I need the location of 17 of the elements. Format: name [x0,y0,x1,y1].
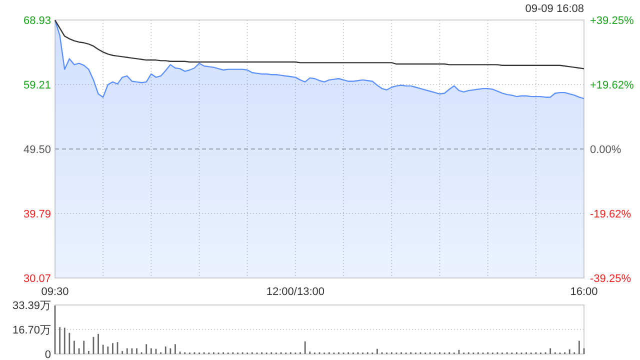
y-tick-label: 30.07 [23,272,51,285]
y-tick-label: 49.50 [23,144,51,156]
y2-tick-label: 0.00% [590,144,622,156]
y-tick-label: 68.93 [23,14,51,27]
y2-tick-label: -39.25% [590,272,632,285]
y-tick-label: 16.70万 [12,324,51,336]
x-tick-label: 16:00 [570,286,598,298]
x-tick-label: 12:00/13:00 [266,286,325,298]
y2-tick-label: +19.62% [590,79,634,92]
y-tick-label: 33.39万 [12,300,51,312]
text: 09-09 16:08 [525,3,584,15]
y-tick-label: 0 [44,348,51,360]
y2-tick-label: +39.25% [590,14,634,27]
y2-tick-label: -19.62% [590,208,632,220]
y-tick-label: 59.21 [23,79,51,92]
x-tick-label: 09:30 [41,286,69,298]
y-tick-label: 39.79 [23,208,51,220]
